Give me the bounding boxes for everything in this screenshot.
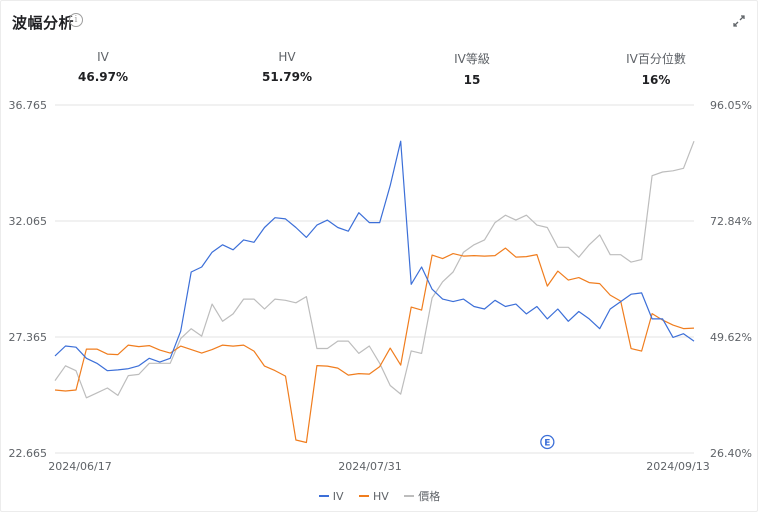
- right-axis: 96.05% 72.84% 49.62% 26.40%: [710, 99, 752, 460]
- metric-iv-percentile: IV百分位數 16%: [596, 50, 716, 87]
- info-icon[interactable]: i: [69, 13, 83, 27]
- left-tick-label: 22.665: [9, 447, 48, 460]
- metric-iv-label: IV: [97, 50, 109, 64]
- legend-item-price[interactable]: 價格: [404, 488, 440, 504]
- legend-swatch-iv: [318, 495, 329, 497]
- metric-hv-value: 51.79%: [262, 70, 312, 84]
- metric-hv: HV 51.79%: [227, 50, 347, 84]
- legend-item-hv[interactable]: HV: [358, 489, 389, 503]
- left-tick-label: 32.065: [9, 215, 48, 228]
- legend-label-hv: HV: [372, 489, 389, 503]
- card-title: 波幅分析: [12, 14, 75, 32]
- x-tick-label: 2024/07/31: [338, 460, 401, 473]
- legend-label-price: 價格: [418, 490, 441, 503]
- right-tick-label: 72.84%: [710, 215, 752, 228]
- right-tick-label: 26.40%: [710, 447, 752, 460]
- metric-iv: IV 46.97%: [43, 50, 163, 84]
- x-axis: 2024/06/17 2024/07/31 2024/09/13: [48, 460, 709, 473]
- metric-hv-label: HV: [278, 50, 296, 64]
- series-line-price: [54, 140, 695, 399]
- left-tick-label: 36.765: [9, 99, 48, 112]
- legend-swatch-price: [404, 495, 415, 497]
- legend-label-iv: IV: [332, 489, 344, 503]
- earnings-marker-circle[interactable]: [540, 434, 555, 450]
- expand-icon[interactable]: [732, 14, 746, 28]
- chart-gridlines: [55, 104, 694, 454]
- left-axis: 36.765 32.065 27.365 22.665: [9, 99, 48, 460]
- legend-item-iv[interactable]: IV: [318, 489, 344, 503]
- earnings-marker-label: E: [544, 439, 550, 449]
- series-line-hv: [54, 247, 695, 444]
- metric-iv-value: 46.97%: [78, 70, 128, 84]
- series-line-iv: [54, 140, 695, 372]
- legend-swatch-hv: [358, 495, 369, 497]
- x-tick-label: 2024/09/13: [646, 460, 709, 473]
- metric-iv-rank-label: IV等級: [454, 52, 490, 66]
- volatility-chart: 36.765 32.065 27.365 22.665 96.05% 72.84% 49.…: [9, 99, 752, 473]
- metric-iv-percentile-value: 16%: [641, 73, 671, 87]
- right-tick-label: 96.05%: [710, 99, 752, 112]
- metric-iv-rank: IV等級 15: [412, 50, 532, 87]
- metric-iv-percentile-label: IV百分位數: [626, 52, 686, 66]
- metric-iv-rank-value: 15: [463, 73, 481, 87]
- left-tick-label: 27.365: [9, 331, 48, 344]
- series-lines: [54, 140, 695, 444]
- right-tick-label: 49.62%: [710, 331, 752, 344]
- earnings-marker: E: [540, 434, 555, 450]
- x-tick-label: 2024/06/17: [48, 460, 111, 473]
- chart-legend: IV HV 價格: [0, 487, 759, 504]
